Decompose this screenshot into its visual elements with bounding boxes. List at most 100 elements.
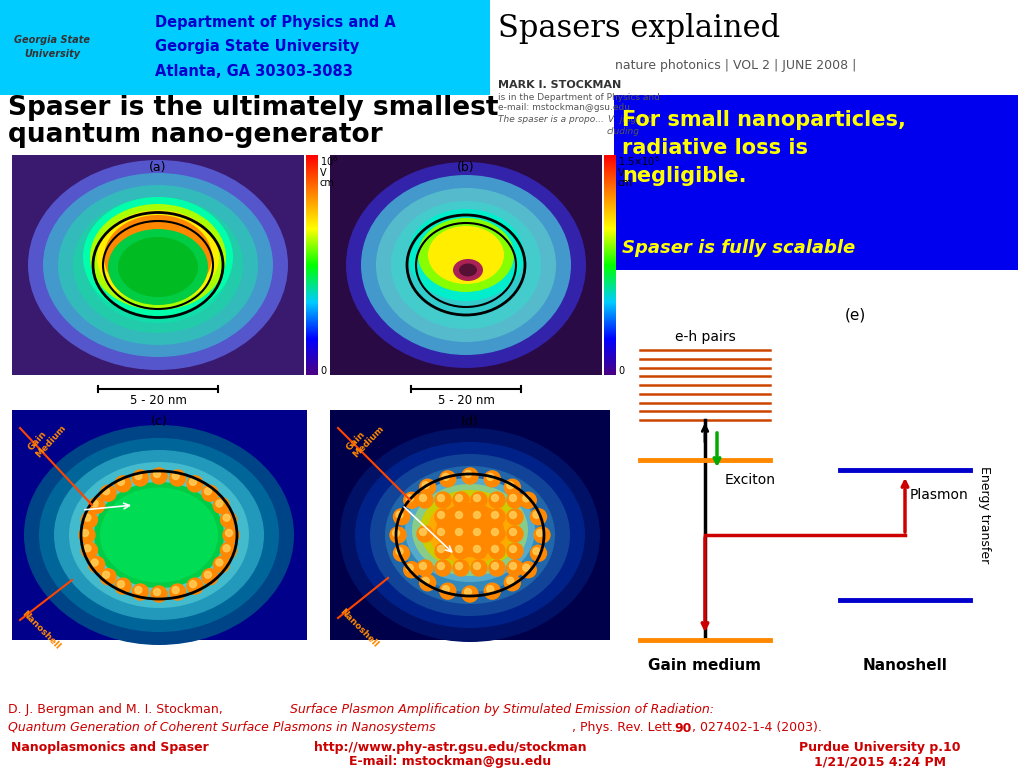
Bar bbox=[306, 264, 318, 265]
Circle shape bbox=[403, 561, 420, 578]
Bar bbox=[306, 218, 318, 219]
Bar bbox=[306, 279, 318, 280]
Bar bbox=[306, 267, 318, 268]
Bar bbox=[306, 302, 318, 303]
Bar bbox=[604, 172, 616, 173]
Bar bbox=[604, 297, 616, 298]
Text: Nanoshell: Nanoshell bbox=[338, 607, 380, 649]
Bar bbox=[306, 160, 318, 161]
Bar bbox=[604, 258, 616, 259]
Bar bbox=[306, 363, 318, 364]
Bar bbox=[604, 195, 616, 196]
Circle shape bbox=[492, 495, 499, 502]
Circle shape bbox=[505, 574, 520, 591]
Bar bbox=[306, 224, 318, 225]
Bar bbox=[12, 410, 307, 640]
Bar bbox=[306, 211, 318, 212]
Bar bbox=[604, 227, 616, 228]
Circle shape bbox=[489, 560, 505, 576]
Circle shape bbox=[223, 527, 239, 543]
Bar bbox=[306, 182, 318, 183]
Bar bbox=[604, 374, 616, 375]
Bar bbox=[306, 352, 318, 353]
Bar bbox=[306, 343, 318, 344]
Circle shape bbox=[82, 542, 97, 558]
Ellipse shape bbox=[39, 438, 279, 632]
Bar bbox=[306, 360, 318, 361]
Bar bbox=[306, 228, 318, 229]
Text: nature photonics | VOL 2 | JUNE 2008 |: nature photonics | VOL 2 | JUNE 2008 | bbox=[615, 58, 856, 71]
Bar bbox=[330, 155, 602, 375]
Bar bbox=[306, 206, 318, 207]
Bar bbox=[604, 189, 616, 190]
Bar bbox=[306, 229, 318, 230]
Bar bbox=[306, 306, 318, 307]
Text: V: V bbox=[319, 168, 327, 178]
Bar bbox=[306, 334, 318, 335]
Bar bbox=[306, 163, 318, 164]
Bar bbox=[604, 233, 616, 234]
Bar bbox=[306, 245, 318, 246]
Bar bbox=[604, 353, 616, 354]
Bar bbox=[306, 362, 318, 363]
Circle shape bbox=[507, 578, 514, 584]
Circle shape bbox=[437, 545, 444, 552]
Circle shape bbox=[437, 528, 444, 535]
Bar bbox=[604, 332, 616, 333]
Bar bbox=[604, 229, 616, 230]
Bar bbox=[604, 176, 616, 177]
Bar bbox=[604, 282, 616, 283]
Bar bbox=[306, 291, 318, 292]
Bar bbox=[306, 355, 318, 356]
Circle shape bbox=[453, 526, 469, 542]
Bar bbox=[12, 155, 304, 375]
Circle shape bbox=[84, 545, 91, 551]
Bar bbox=[604, 343, 616, 344]
Bar bbox=[604, 174, 616, 175]
Circle shape bbox=[489, 509, 505, 525]
Ellipse shape bbox=[97, 210, 219, 304]
Text: Energy transfer: Energy transfer bbox=[979, 466, 991, 564]
Text: negligible.: negligible. bbox=[622, 166, 746, 186]
Bar bbox=[330, 410, 610, 640]
Bar bbox=[604, 206, 616, 207]
Circle shape bbox=[407, 564, 414, 571]
Circle shape bbox=[522, 495, 529, 502]
Text: , Phys. Rev. Lett.: , Phys. Rev. Lett. bbox=[572, 721, 680, 734]
Ellipse shape bbox=[100, 488, 218, 582]
Circle shape bbox=[471, 543, 487, 559]
Bar bbox=[306, 213, 318, 214]
Bar bbox=[306, 221, 318, 222]
Bar bbox=[604, 320, 616, 321]
Circle shape bbox=[510, 562, 516, 570]
Bar bbox=[604, 246, 616, 247]
Circle shape bbox=[223, 515, 230, 521]
Bar bbox=[604, 369, 616, 370]
Circle shape bbox=[510, 528, 516, 535]
Bar bbox=[604, 281, 616, 282]
Bar bbox=[604, 366, 616, 367]
Circle shape bbox=[213, 557, 229, 572]
Bar bbox=[306, 347, 318, 348]
Bar bbox=[306, 313, 318, 314]
Bar bbox=[306, 203, 318, 204]
Bar bbox=[306, 194, 318, 195]
Circle shape bbox=[115, 578, 131, 594]
Text: Spaser is fully scalable: Spaser is fully scalable bbox=[622, 239, 855, 257]
Bar bbox=[604, 242, 616, 243]
Text: radiative loss is: radiative loss is bbox=[622, 138, 808, 158]
Circle shape bbox=[510, 511, 516, 518]
Bar bbox=[306, 310, 318, 311]
Circle shape bbox=[473, 511, 480, 518]
Bar bbox=[306, 293, 318, 294]
Bar bbox=[306, 288, 318, 289]
Bar bbox=[306, 364, 318, 365]
Bar bbox=[306, 248, 318, 249]
Circle shape bbox=[530, 545, 547, 561]
Bar bbox=[604, 198, 616, 199]
Bar bbox=[306, 332, 318, 333]
Bar bbox=[306, 178, 318, 179]
Circle shape bbox=[486, 473, 494, 480]
Bar bbox=[604, 202, 616, 203]
Circle shape bbox=[489, 526, 505, 542]
